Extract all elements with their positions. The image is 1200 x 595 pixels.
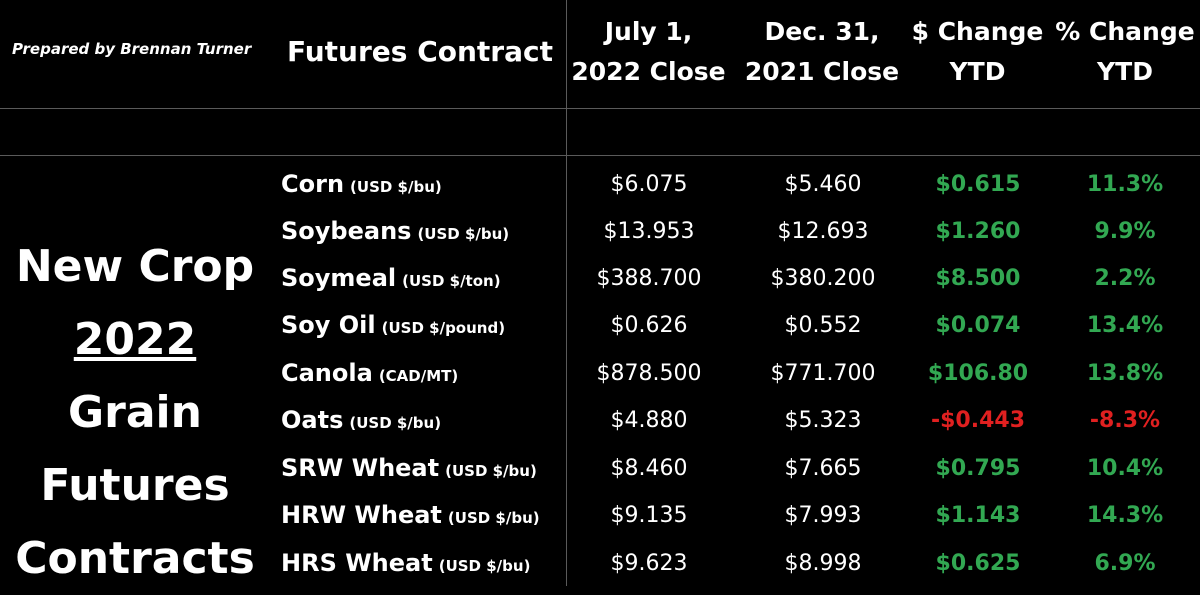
percent-change-value: 2.2%	[1094, 266, 1156, 291]
percent-change-value: 13.8%	[1086, 361, 1164, 386]
percent-change-value: 6.9%	[1094, 551, 1156, 576]
contract-name-cell: SRW Wheat (USD $/bu)	[281, 445, 566, 492]
contract-name: Soymeal	[281, 264, 397, 292]
header-dec-close: Dec. 31, 2021 Close	[744, 17, 900, 86]
july-close-value: $9.135	[610, 503, 688, 528]
dec-close-value: $0.552	[784, 313, 862, 338]
contract-unit: (USD $/bu)	[350, 178, 442, 196]
contract-name: Soy Oil	[281, 311, 376, 339]
percent-change-value: -8.3%	[1089, 408, 1161, 433]
dec-close-value: $771.700	[770, 361, 876, 386]
table-row: HRW Wheat (USD $/bu) $9.135 $7.993 $1.143 14.…	[0, 492, 1200, 539]
percent-change-value: 13.4%	[1086, 313, 1164, 338]
side-title-line1: New Crop	[15, 241, 255, 292]
contract-unit: (USD $/ton)	[402, 272, 501, 290]
contract-name: Oats	[281, 406, 344, 434]
percent-change-value: 14.3%	[1086, 503, 1164, 528]
july-close-value: $388.700	[596, 266, 702, 291]
table-row: Oats (USD $/bu) $4.880 $5.323 -$0.443 -8.3%	[0, 397, 1200, 444]
side-title-year: 2022	[73, 314, 197, 365]
header-dollar-change: $ Change YTD	[911, 17, 1044, 86]
july-close-value: $13.953	[603, 219, 695, 244]
table-row: Soymeal (USD $/ton) $388.700 $380.200 $8.500…	[0, 255, 1200, 302]
dec-close-value: $12.693	[777, 219, 869, 244]
table-row: Soybeans (USD $/bu) $13.953 $12.693 $1.260 9.…	[0, 208, 1200, 255]
side-title-line4: Contracts	[15, 533, 255, 584]
side-title-line2: 2022 Grain	[0, 303, 270, 449]
dollar-change-value: $1.143	[935, 503, 1021, 528]
contract-unit: (USD $/bu)	[438, 557, 531, 575]
dec-close-value: $7.665	[784, 456, 862, 481]
july-close-value: $878.500	[596, 361, 702, 386]
contract-unit: (CAD/MT)	[378, 367, 459, 385]
contract-name-cell: Soybeans (USD $/bu)	[281, 208, 566, 255]
contract-name-cell: HRW Wheat (USD $/bu)	[281, 492, 566, 539]
contract-unit: (USD $/pound)	[381, 319, 506, 337]
header-percent-change: % Change YTD	[1055, 17, 1195, 86]
side-title: New Crop 2022 Grain Futures Contracts	[0, 230, 270, 595]
side-title-line3: Futures	[40, 460, 230, 511]
percent-change-value: 10.4%	[1086, 456, 1164, 481]
contract-name-cell: Corn (USD $/bu)	[281, 161, 566, 208]
dollar-change-value: $0.074	[935, 313, 1021, 338]
contract-unit: (USD $/bu)	[349, 414, 442, 432]
dec-close-value: $380.200	[770, 266, 876, 291]
dec-close-value: $7.993	[784, 503, 862, 528]
dollar-change-value: -$0.443	[930, 408, 1026, 433]
dec-close-value: $5.323	[784, 408, 862, 433]
contract-name: Canola	[281, 359, 373, 387]
contract-name-cell: HRS Wheat (USD $/bu)	[281, 540, 566, 587]
july-close-value: $4.880	[610, 408, 688, 433]
header-divider-top	[0, 108, 1200, 109]
contract-name-cell: Soymeal (USD $/ton)	[281, 255, 566, 302]
table-row: SRW Wheat (USD $/bu) $8.460 $7.665 $0.795 10.…	[0, 445, 1200, 492]
header-divider-bottom	[0, 155, 1200, 156]
header-futures-contract: Futures Contract	[287, 35, 553, 68]
dollar-change-value: $0.795	[935, 456, 1021, 481]
contract-name: Soybeans	[281, 217, 412, 245]
july-close-value: $6.075	[610, 172, 688, 197]
contract-name-cell: Canola (CAD/MT)	[281, 350, 566, 397]
dollar-change-value: $1.260	[935, 219, 1021, 244]
side-title-grain: Grain	[68, 387, 202, 438]
contract-name-cell: Oats (USD $/bu)	[281, 397, 566, 444]
percent-change-value: 9.9%	[1094, 219, 1156, 244]
july-close-value: $0.626	[610, 313, 688, 338]
table-row: HRS Wheat (USD $/bu) $9.623 $8.998 $0.625 6.9…	[0, 540, 1200, 587]
dollar-change-value: $0.615	[935, 172, 1021, 197]
dec-close-value: $8.998	[784, 551, 862, 576]
dollar-change-value: $0.625	[935, 551, 1021, 576]
header-july-close: July 1, 2022 Close	[571, 17, 726, 86]
contract-name: Corn	[281, 170, 345, 198]
dec-close-value: $5.460	[784, 172, 862, 197]
contract-unit: (USD $/bu)	[417, 225, 510, 243]
contract-name: HRW Wheat	[281, 501, 442, 529]
contract-name: HRS Wheat	[281, 549, 433, 577]
contract-unit: (USD $/bu)	[447, 509, 540, 527]
july-close-value: $8.460	[610, 456, 688, 481]
table-row: Canola (CAD/MT) $878.500 $771.700 $106.80 13.…	[0, 350, 1200, 397]
prepared-by-label: Prepared by Brennan Turner	[12, 40, 252, 58]
contract-name: SRW Wheat	[281, 454, 440, 482]
table-row: Corn (USD $/bu) $6.075 $5.460 $0.615 11.3%	[0, 161, 1200, 208]
contract-unit: (USD $/bu)	[445, 462, 537, 480]
column-divider	[566, 0, 567, 586]
july-close-value: $9.623	[610, 551, 688, 576]
table-row: Soy Oil (USD $/pound) $0.626 $0.552 $0.074 13…	[0, 302, 1200, 349]
dollar-change-value: $106.80	[927, 361, 1029, 386]
contract-name-cell: Soy Oil (USD $/pound)	[281, 302, 566, 349]
dollar-change-value: $8.500	[935, 266, 1021, 291]
percent-change-value: 11.3%	[1086, 172, 1164, 197]
